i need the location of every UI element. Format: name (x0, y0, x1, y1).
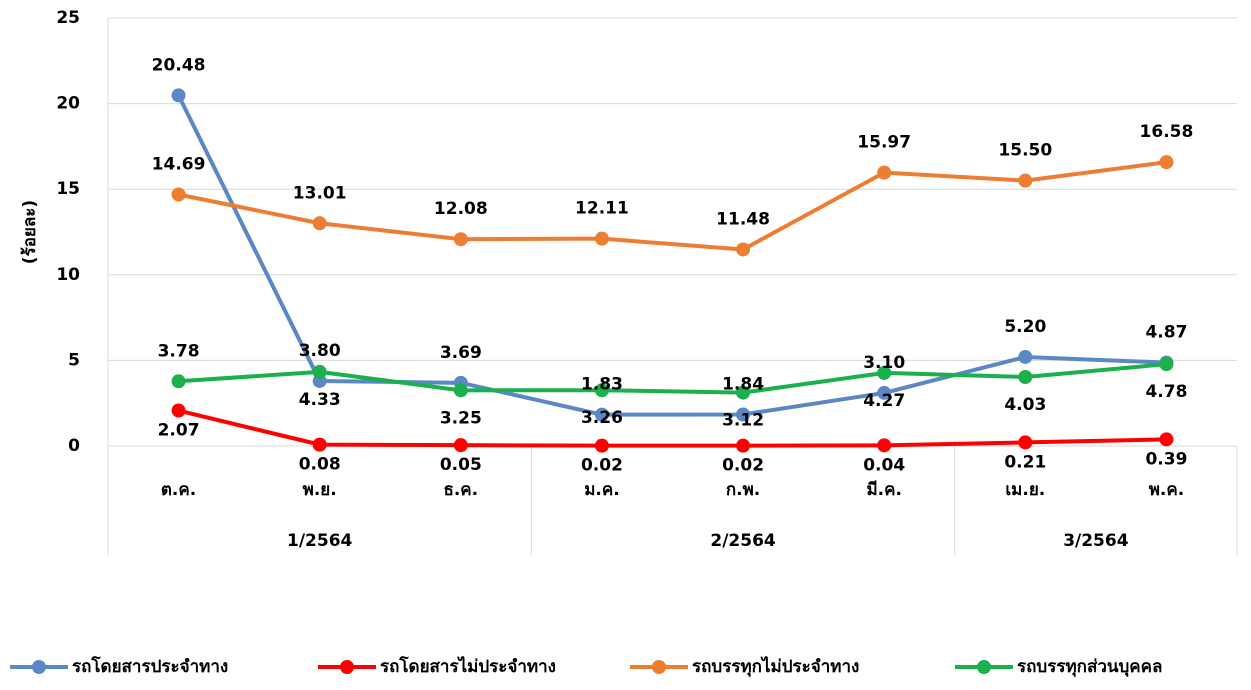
y-tick-label: 0 (68, 436, 80, 456)
data-label: 3.80 (299, 341, 341, 361)
x-tick-label: ม.ค. (584, 480, 620, 500)
group-label: 3/2564 (1063, 531, 1129, 551)
data-label: 13.01 (293, 183, 347, 203)
data-point (877, 365, 892, 380)
data-point (312, 364, 327, 379)
data-label: 3.25 (440, 408, 482, 428)
y-tick-label: 15 (56, 179, 80, 199)
data-point (1018, 370, 1033, 385)
data-label: 20.48 (152, 55, 206, 75)
y-tick-label: 20 (56, 94, 80, 114)
data-point (877, 438, 892, 453)
legend-marker (32, 660, 46, 674)
data-point (736, 407, 751, 422)
data-label: 4.27 (863, 391, 905, 411)
x-tick-label: ธ.ค. (443, 480, 478, 500)
legend-label: รถโดยสารไม่ประจำทาง (380, 656, 556, 677)
group-label: 2/2564 (710, 531, 776, 551)
y-tick-label: 25 (56, 8, 80, 28)
data-point (594, 407, 609, 422)
data-label: 5.20 (1004, 317, 1046, 337)
data-point (877, 165, 892, 180)
data-point (1159, 357, 1174, 372)
data-label: 0.05 (440, 455, 482, 475)
data-label: 14.69 (152, 155, 206, 175)
data-label: 4.87 (1145, 323, 1187, 343)
data-label: 3.10 (863, 353, 905, 373)
data-point (312, 437, 327, 452)
data-point (736, 438, 751, 453)
x-tick-label: พ.ย. (303, 480, 337, 500)
y-tick-label: 10 (56, 265, 80, 285)
data-label: 12.08 (434, 199, 488, 219)
data-label: 3.26 (581, 408, 623, 428)
data-label: 0.02 (722, 456, 764, 476)
legend-label: รถโดยสารประจำทาง (72, 656, 228, 677)
data-point (453, 383, 468, 398)
data-label: 4.03 (1004, 395, 1046, 415)
data-point (1018, 435, 1033, 450)
series-line (178, 160, 1167, 252)
data-label: 0.39 (1145, 449, 1187, 469)
series-line (178, 362, 1167, 395)
data-label: 1.84 (722, 374, 764, 394)
data-point (1159, 432, 1174, 447)
data-point (453, 438, 468, 453)
data-point (1018, 349, 1033, 364)
data-point (453, 232, 468, 247)
data-point (736, 242, 751, 257)
x-tick-label: ต.ค. (161, 480, 196, 500)
data-point (594, 438, 609, 453)
data-point (171, 403, 186, 418)
data-label: 16.58 (1140, 122, 1194, 142)
data-point (171, 187, 186, 202)
x-tick-label: เม.ย. (1005, 480, 1045, 500)
data-label: 1.83 (581, 375, 623, 395)
data-label: 2.07 (158, 421, 200, 441)
data-point (1159, 155, 1174, 170)
data-point (594, 383, 609, 398)
data-label: 12.11 (575, 199, 629, 219)
y-tick-label: 5 (68, 350, 80, 370)
data-point (736, 385, 751, 400)
data-label: 3.12 (722, 411, 764, 431)
data-label: 3.78 (158, 341, 200, 361)
group-label: 1/2564 (287, 531, 353, 551)
data-label: 0.02 (581, 456, 623, 476)
x-tick-label: มี.ค. (866, 479, 902, 500)
legend-label: รถบรรทุกไม่ประจำทาง (692, 656, 859, 677)
x-tick-label: ก.พ. (726, 480, 760, 500)
data-label: 15.50 (998, 141, 1052, 161)
data-label: 0.21 (1004, 452, 1046, 472)
legend-label: รถบรรทุกส่วนบุคคล (1017, 657, 1162, 677)
legend-marker (652, 660, 666, 674)
data-point (1018, 173, 1033, 188)
data-point (312, 216, 327, 231)
data-point (171, 88, 186, 103)
x-tick-label: พ.ค. (1149, 480, 1185, 500)
data-label: 0.04 (863, 455, 905, 475)
data-label: 3.69 (440, 343, 482, 363)
data-label: 15.97 (857, 133, 911, 153)
series-line (178, 408, 1167, 448)
legend-marker (977, 660, 991, 674)
series-line (176, 94, 1167, 417)
data-label: 4.78 (1145, 382, 1187, 402)
data-point (594, 231, 609, 246)
data-label: 4.33 (299, 390, 341, 410)
legend-marker (340, 660, 354, 674)
data-label: 0.08 (299, 455, 341, 475)
y-axis-label: (ร้อยละ) (20, 200, 40, 264)
data-point (877, 385, 892, 400)
data-label: 11.48 (716, 209, 770, 229)
data-point (171, 374, 186, 389)
